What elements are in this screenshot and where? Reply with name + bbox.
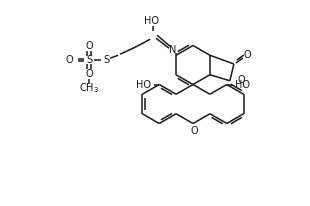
Text: N: N	[170, 45, 177, 55]
Text: O: O	[190, 125, 198, 136]
Text: O: O	[85, 41, 93, 51]
Text: O: O	[65, 55, 73, 65]
Text: O: O	[243, 50, 251, 60]
Text: O: O	[238, 75, 246, 85]
Text: S: S	[103, 55, 109, 65]
Text: CH$_3$: CH$_3$	[79, 81, 99, 95]
Text: S: S	[86, 55, 92, 65]
Text: HO: HO	[144, 16, 159, 26]
Text: HO: HO	[235, 80, 250, 89]
Text: HO: HO	[136, 80, 151, 89]
Text: O: O	[85, 69, 93, 79]
